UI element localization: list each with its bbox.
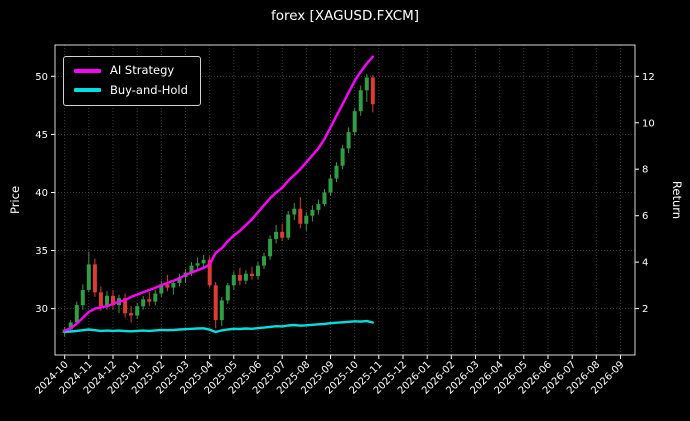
legend-item-buy-and-hold: Buy-and-Hold <box>74 82 188 97</box>
legend-label: Buy-and-Hold <box>110 82 188 97</box>
legend: AI Strategy Buy-and-Hold <box>63 56 201 106</box>
svg-text:30: 30 <box>35 304 48 315</box>
svg-text:50: 50 <box>35 72 48 83</box>
y-axis-label-return: Return <box>670 180 684 220</box>
svg-text:2: 2 <box>642 304 648 315</box>
buy-and-hold-line-swatch <box>74 88 101 93</box>
y-axis-label-price: Price <box>8 185 22 215</box>
svg-text:12: 12 <box>642 72 655 83</box>
svg-text:6: 6 <box>642 211 648 222</box>
svg-text:8: 8 <box>642 165 648 176</box>
ai-strategy-line-swatch <box>74 68 101 73</box>
chart-title: forex [XAGUSD.FXCM] <box>270 8 420 24</box>
svg-text:35: 35 <box>35 246 48 257</box>
svg-text:40: 40 <box>35 188 48 199</box>
svg-text:4: 4 <box>642 258 648 269</box>
legend-item-ai-strategy: AI Strategy <box>74 63 188 77</box>
svg-text:10: 10 <box>642 118 655 129</box>
svg-text:45: 45 <box>35 130 48 141</box>
legend-label: AI Strategy <box>110 63 175 77</box>
